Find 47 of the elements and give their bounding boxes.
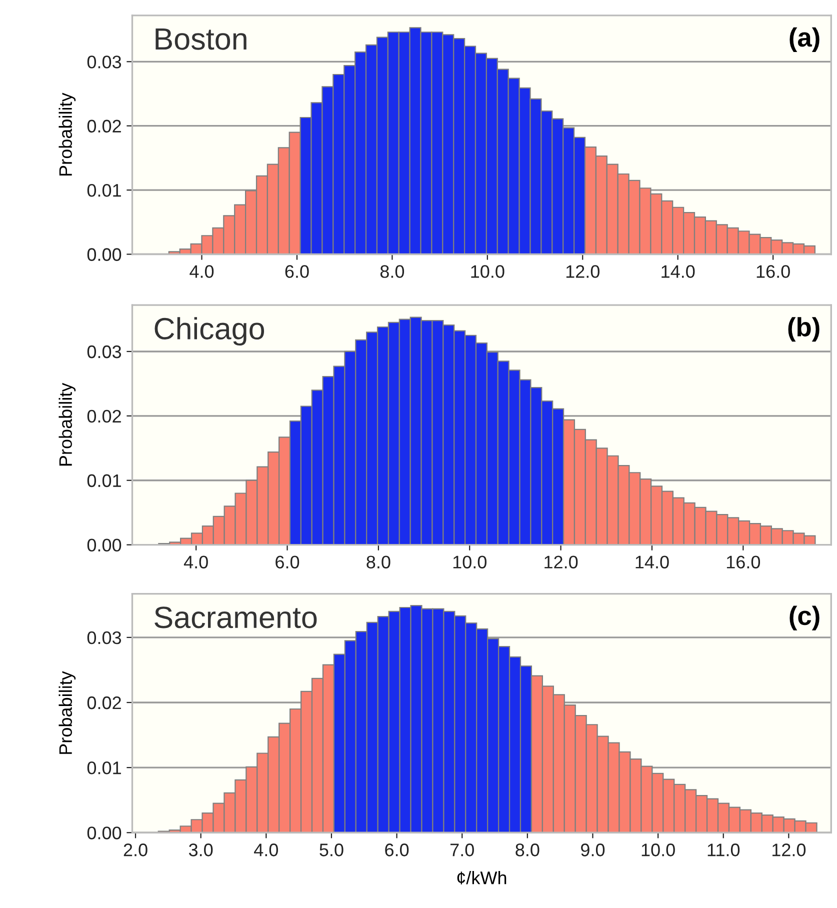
x-tick-label: 10.0 [471,265,504,278]
y-tick-label: 0.00 [87,826,122,840]
x-tick-label: 4.0 [190,265,214,278]
x-tick-label: 8.0 [380,265,404,278]
y-tick-label: 0.02 [87,696,121,710]
x-tick-label: 3.0 [188,844,213,856]
y-tick-label: 0.02 [87,120,121,133]
x-tick-label: 5.0 [320,844,344,856]
x-tick-label: 4.0 [254,844,278,856]
y-tick-label: 0.03 [87,345,122,358]
x-tick-label: 8.0 [516,844,540,856]
x-axis-title: ¢/kWh [457,870,506,884]
x-tick-label: 10.0 [642,844,675,856]
chart-title: Chicago [154,317,264,346]
annotation: (c) [790,606,820,630]
y-tick-label: 0.01 [87,184,121,197]
y-tick-label: 0.03 [87,631,122,644]
x-tick-label: 10.0 [453,556,486,568]
y-axis-title: Probability [58,382,76,466]
x-tick-label: 12.0 [772,844,806,856]
y-axis-title: Probability [58,92,76,176]
x-tick-label: 7.0 [450,844,474,856]
y-tick-label: 0.01 [87,762,121,774]
x-tick-label: 2.0 [124,844,148,856]
x-tick-label: 16.0 [756,265,790,278]
x-tick-label: 14.0 [662,265,695,278]
y-tick-label: 0.00 [87,538,122,552]
annotation: (a) [790,27,820,52]
x-tick-label: 9.0 [581,844,605,856]
y-tick-label: 0.00 [87,248,122,261]
x-tick-label: 14.0 [636,556,669,568]
chart-title: Boston [156,28,246,50]
x-tick-label: 8.0 [366,556,390,568]
x-tick-label: 6.0 [285,265,309,278]
x-tick-label: 6.0 [385,844,409,856]
x-tick-label: 6.0 [276,556,300,568]
y-axis-title: Probability [58,671,76,754]
y-tick-label: 0.03 [87,56,122,68]
chart-title: Sacramento [154,606,317,628]
x-tick-label: 11.0 [708,844,740,856]
y-tick-label: 0.02 [87,410,121,423]
x-tick-label: 16.0 [726,556,760,568]
x-tick-label: 4.0 [184,556,208,568]
x-tick-label: 12.0 [544,556,578,568]
y-tick-label: 0.01 [87,474,121,488]
annotation: (b) [788,317,820,342]
x-tick-label: 12.0 [566,265,600,278]
